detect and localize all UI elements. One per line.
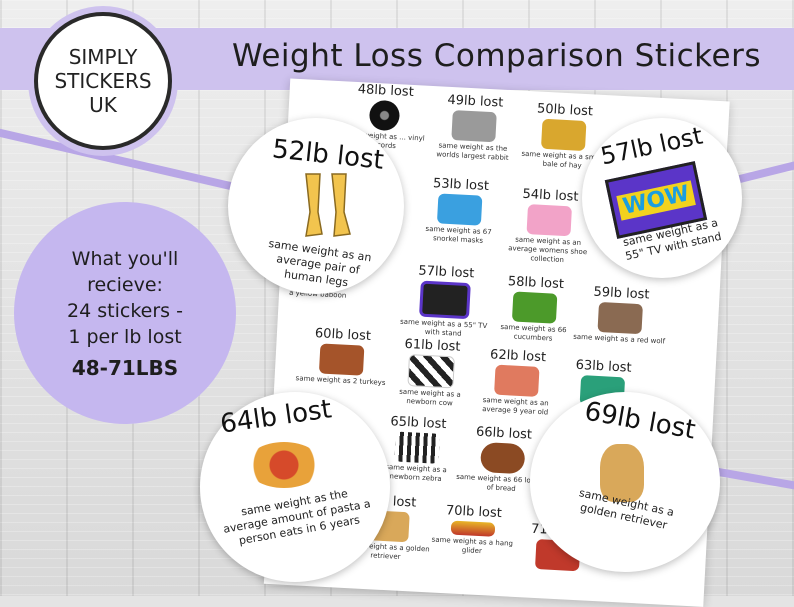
logo-line-3: UK [89, 93, 117, 117]
grid-item-caption: same weight as a newborn cow [399, 387, 461, 408]
grid-item-title: 59lb lost [593, 284, 650, 303]
grid-item-title: 60lb lost [314, 326, 372, 345]
grid-item-caption: same weight as 67 snorkel masks [425, 224, 492, 245]
grid-item-title: 62lb lost [489, 347, 547, 366]
golden-retriever-icon [600, 444, 644, 502]
grid-item-title: 65lb lost [390, 414, 447, 433]
promo-line-1: What you'll [71, 248, 179, 270]
grid-item-title: 70lb lost [445, 503, 503, 522]
promo-line-4: 1 per lb lost [68, 326, 182, 348]
cucumber-icon [511, 291, 558, 324]
grid-item-caption: same weight as an average 9 year old [482, 396, 549, 417]
featured-sticker-52: 52lb lost same weight as an average pair… [228, 118, 404, 294]
logo-line-1: SIMPLY [68, 45, 138, 69]
grid-item-62: 62lb lost same weight as an average 9 ye… [469, 346, 564, 418]
legs-icon [305, 173, 351, 237]
grid-item-caption: same weight as the worlds largest rabbit [436, 141, 509, 163]
grid-item-57: 57lb lost same weight as a 55" TV with s… [397, 263, 493, 341]
featured-caption: same weight as the average amount of pas… [222, 486, 372, 548]
grid-item-caption: same weight as a hang glider [431, 535, 514, 556]
featured-sticker-64: 64lb lost same weight as the average amo… [200, 392, 390, 582]
grid-item-60: 60lb lost same weight as 2 turkeys [294, 325, 389, 388]
promo-circle: What you'll recieve: 24 stickers - 1 per… [14, 202, 236, 424]
spaghetti-icon [246, 442, 322, 488]
banner-title: Weight Loss Comparison Stickers [232, 38, 761, 74]
simply-stickers-logo: SIMPLY STICKERS UK [34, 12, 172, 150]
grid-item-title: 53lb lost [432, 176, 490, 195]
grid-item-title: 58lb lost [507, 274, 565, 293]
grid-item-title: 63lb lost [575, 357, 632, 376]
grid-item-caption [511, 570, 603, 575]
grid-item-caption: same weight as 66 cucumbers [500, 322, 567, 343]
grid-item-49: 49lb lost same weight as the worlds larg… [426, 92, 521, 164]
grid-item-title: 66lb lost [475, 424, 533, 443]
grid-item-53: 53lb lost same weight as 67 snorkel mask… [412, 175, 507, 247]
bread-icon [479, 441, 526, 475]
grid-item-59: 59lb lost same weight as a red wolf [573, 284, 668, 347]
cow-icon [407, 354, 455, 389]
logo-line-2: STICKERS [54, 69, 152, 93]
featured-title: 52lb lost [270, 134, 386, 176]
zebra-icon [394, 431, 440, 464]
child-icon [494, 364, 540, 397]
featured-sticker-57: 57lb lost WOW same weight as a 55" TV wi… [582, 118, 742, 278]
turkey-icon [318, 343, 365, 376]
snorkel-mask-icon [436, 193, 483, 226]
grid-item-caption: same weight as a red wolf [573, 332, 666, 346]
high-heel-icon [526, 204, 572, 237]
vinyl-record-icon [368, 99, 401, 132]
hay-bale-icon [540, 118, 587, 152]
promo-line-2: recieve: [87, 274, 163, 296]
grid-item-caption: same weight as 2 turkeys [295, 374, 386, 387]
tv-icon [419, 280, 471, 320]
grid-item-58: 58lb lost same weight as 66 cucumbers [487, 273, 582, 345]
grid-item-title: 49lb lost [446, 92, 504, 111]
grid-item-70: 70lb lost same weight as a hang glider [426, 502, 521, 558]
tv-screen-text: WOW [616, 179, 696, 221]
featured-sticker-69: 69lb lost same weight as a golden retrie… [530, 392, 720, 572]
hang-glider-icon [450, 520, 496, 537]
grid-item-title: 50lb lost [536, 101, 594, 120]
rabbit-icon [451, 110, 497, 143]
grid-item-caption: same weight as an average womens shoe co… [508, 235, 588, 265]
promo-line-3: 24 stickers - [67, 300, 183, 322]
wolf-icon [597, 301, 643, 335]
grid-item-61: 61lb lost same weight as a newborn cow [383, 336, 478, 410]
grid-item-title: 57lb lost [418, 263, 475, 282]
promo-range: 48-71LBS [71, 356, 179, 380]
